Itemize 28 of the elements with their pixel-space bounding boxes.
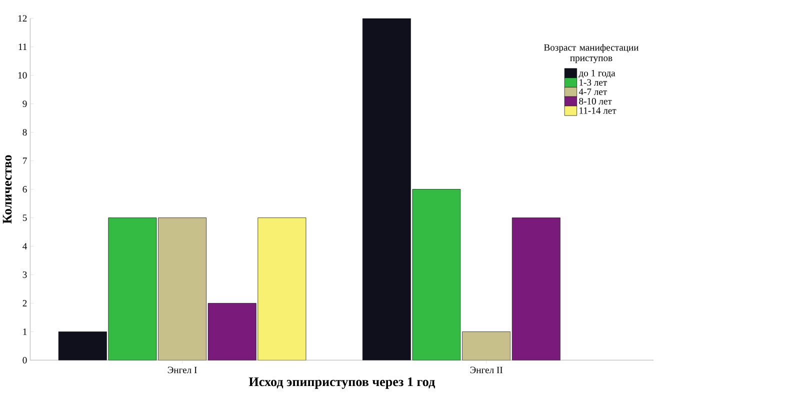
y-tick-label: 2 <box>22 300 27 306</box>
y-tick-label: 9 <box>22 100 27 108</box>
y-tick-label: 5 <box>22 214 27 221</box>
y-tick-label: 10 <box>18 72 27 79</box>
y-tick-label: 1 <box>23 328 27 335</box>
y-tick-label: 0 <box>22 356 27 364</box>
legend-label: 11-14 лет <box>580 107 616 114</box>
bar <box>512 218 560 360</box>
x-tick-label: Энгел II <box>470 366 503 374</box>
bar <box>108 218 157 360</box>
legend-label: до 1 года <box>578 70 616 78</box>
y-tick-label: 12 <box>18 15 27 22</box>
y-tick-label: 6 <box>22 186 27 192</box>
bar <box>158 218 206 360</box>
bar <box>412 189 461 360</box>
y-tick-label: 7 <box>23 158 27 164</box>
legend-label: 1-3 лет <box>580 79 607 86</box>
y-tick-label: 8 <box>22 129 27 136</box>
y-tick-label: 3 <box>22 272 27 278</box>
x-tick-label: Энгел I <box>168 366 197 374</box>
y-axis-title: Количество <box>2 155 12 224</box>
bar <box>208 303 256 360</box>
bar <box>462 332 511 360</box>
legend-label: 4-7 лет <box>578 88 607 96</box>
x-axis-title: Исход эпиприступов через 1 год <box>248 377 435 389</box>
legend-label: 8-10 лет <box>579 98 612 104</box>
y-tick-label: 11 <box>18 44 27 50</box>
y-tick-label: 4 <box>22 243 28 250</box>
